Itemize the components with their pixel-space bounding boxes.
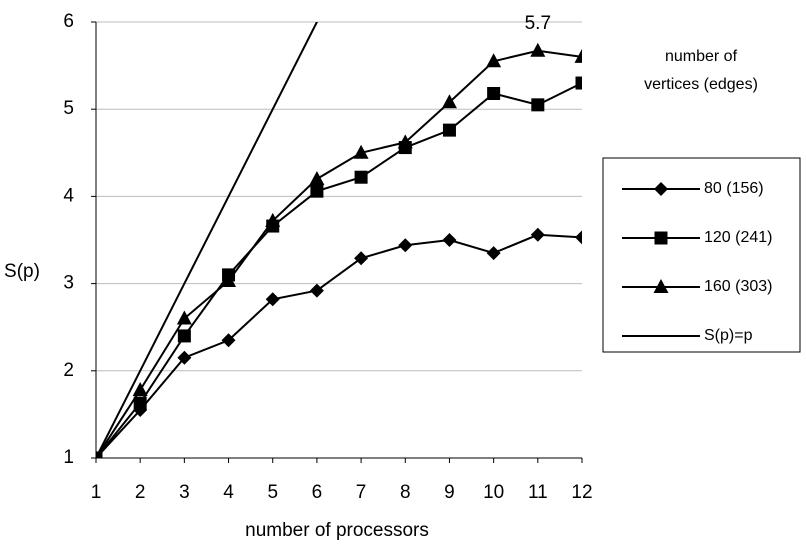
series-line — [96, 82, 582, 458]
y-tick-label: 2 — [63, 360, 74, 381]
marker — [398, 238, 413, 253]
legend-title: vertices (edges) — [644, 76, 758, 93]
marker — [531, 98, 545, 112]
y-tick-label: 6 — [63, 11, 74, 32]
legend-label: S(p)=p — [704, 327, 753, 344]
marker — [133, 396, 147, 410]
y-tick-label: 1 — [63, 447, 74, 468]
marker — [654, 182, 668, 196]
series-line — [96, 22, 319, 458]
marker — [309, 170, 325, 185]
y-tick-label: 4 — [63, 185, 74, 206]
x-tick-label: 10 — [483, 482, 504, 503]
marker — [176, 310, 192, 325]
annotation: 5.7 — [525, 13, 551, 34]
series-line — [96, 49, 582, 458]
marker — [653, 279, 669, 293]
y-tick-label: 3 — [63, 273, 74, 294]
y-tick-label: 5 — [63, 98, 74, 119]
x-tick-label: 2 — [135, 482, 146, 503]
x-tick-label: 7 — [356, 482, 367, 503]
legend-label: 120 (241) — [704, 229, 773, 246]
marker — [441, 94, 457, 109]
marker — [132, 381, 148, 396]
marker — [574, 48, 582, 63]
marker — [354, 170, 368, 184]
legend-title: number of — [665, 48, 738, 65]
marker — [354, 251, 369, 266]
legend-box — [602, 157, 801, 353]
legend-label: 160 (303) — [704, 278, 773, 295]
x-tick-label: 1 — [91, 482, 102, 503]
marker — [309, 283, 324, 298]
y-axis-label: S(p) — [4, 261, 40, 282]
marker — [221, 333, 236, 348]
marker — [177, 350, 192, 365]
marker — [530, 227, 545, 242]
x-tick-label: 4 — [223, 482, 234, 503]
plot-area — [96, 22, 582, 458]
marker — [530, 42, 546, 57]
x-tick-label: 3 — [179, 482, 190, 503]
x-tick-label: 9 — [444, 482, 455, 503]
legend-label: 80 (156) — [704, 180, 764, 197]
x-tick-label: 5 — [267, 482, 278, 503]
marker — [442, 233, 457, 247]
marker — [265, 212, 281, 227]
marker — [575, 230, 582, 245]
marker — [310, 184, 324, 198]
marker — [397, 134, 413, 149]
marker — [575, 76, 582, 90]
marker — [486, 53, 502, 68]
x-tick-label: 11 — [528, 482, 548, 503]
marker — [654, 231, 668, 245]
marker — [265, 292, 280, 307]
x-tick-label: 8 — [400, 482, 411, 503]
x-tick-label: 6 — [312, 482, 323, 503]
marker — [486, 246, 501, 261]
marker — [221, 272, 237, 287]
marker — [487, 87, 501, 101]
marker — [353, 144, 369, 159]
series-line — [96, 233, 582, 458]
x-tick-label: 12 — [571, 482, 592, 503]
marker — [442, 123, 456, 137]
x-axis-label: number of processors — [245, 520, 429, 541]
marker — [177, 329, 191, 343]
